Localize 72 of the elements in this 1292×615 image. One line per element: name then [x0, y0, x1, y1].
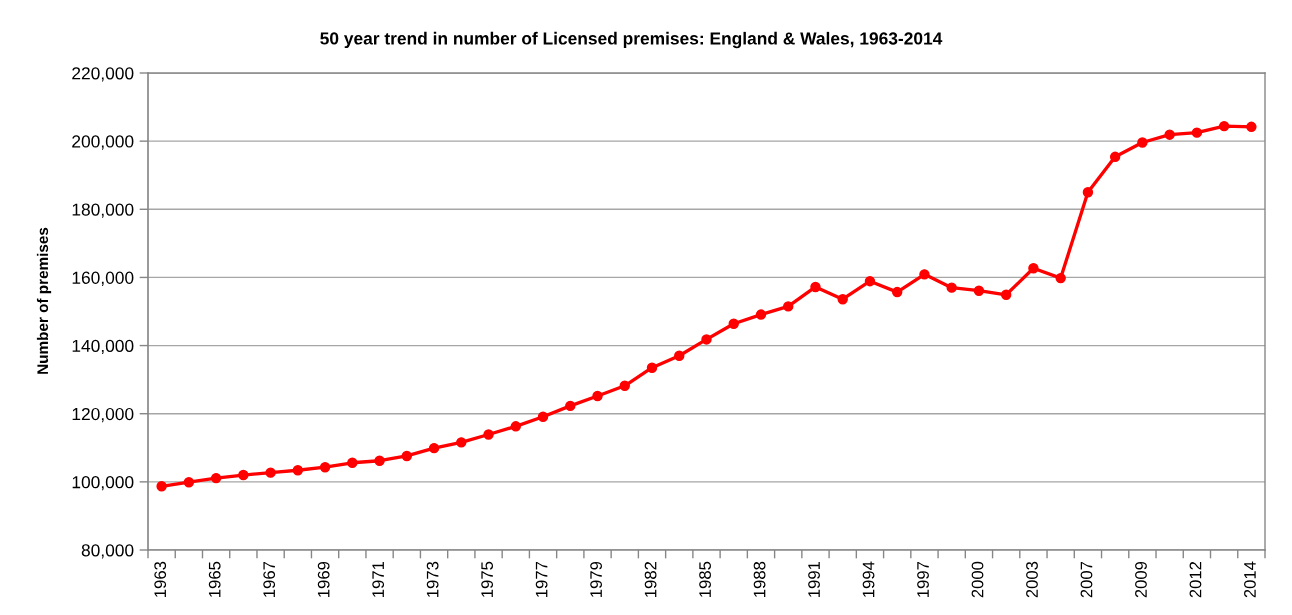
x-tick-label: 1979	[590, 561, 602, 597]
point	[891, 286, 903, 298]
x-tick-label: 1973	[426, 561, 439, 597]
y-tick-label: 120,000	[72, 407, 134, 423]
point	[674, 350, 685, 362]
point	[238, 469, 249, 481]
x-tick-label: 1977	[535, 561, 548, 597]
point	[347, 457, 358, 468]
x-tick-label: 2007	[1080, 561, 1093, 598]
point	[946, 282, 957, 293]
point	[265, 467, 276, 478]
x-tick-label: 1969	[317, 561, 330, 597]
y-axis-title: Number of premises	[36, 227, 52, 374]
x-tick-label: 1994	[862, 561, 875, 597]
point	[728, 318, 739, 329]
x-tick-label: 1985	[699, 561, 711, 597]
y-tick-label: 180,000	[72, 203, 134, 218]
x-tick-label: 1963	[154, 561, 167, 597]
point	[619, 380, 630, 391]
y-tick-label: 220,000	[72, 67, 134, 82]
chart-title: 50 year trend in number of Licensed premises: England & Wales, 1963-2014	[320, 31, 943, 49]
point	[401, 450, 413, 462]
point	[210, 472, 222, 484]
x-tick-label: 2009	[1135, 561, 1147, 598]
x-tick-label: 2003	[1026, 561, 1038, 598]
point	[1028, 263, 1039, 274]
x-tick-label: 2014	[1244, 561, 1256, 598]
point	[755, 309, 767, 320]
x-tick-label: 1991	[808, 561, 820, 597]
y-tick-label: 80,000	[81, 544, 134, 559]
point	[837, 294, 848, 305]
x-tick-label: 1967	[263, 561, 276, 597]
point	[374, 455, 385, 466]
point	[1191, 127, 1203, 138]
x-tick-label: 2000	[971, 561, 984, 598]
point	[537, 411, 549, 422]
point	[1055, 272, 1066, 284]
point	[592, 390, 603, 402]
point	[510, 421, 522, 432]
y-tick-label: 140,000	[72, 339, 134, 355]
point	[1000, 289, 1012, 301]
x-tick-label: 1988	[753, 561, 766, 597]
x-tick-label: 1982	[644, 561, 657, 597]
point	[1246, 121, 1257, 133]
point	[973, 285, 985, 296]
y-tick-label: 100,000	[72, 476, 134, 491]
x-tick-label: 2012	[1189, 561, 1202, 598]
point	[810, 281, 821, 293]
point	[783, 301, 794, 312]
point	[1137, 137, 1148, 148]
point	[456, 437, 467, 448]
x-tick-label: 1971	[372, 561, 385, 597]
point	[428, 442, 440, 454]
point	[701, 334, 712, 345]
point	[864, 275, 876, 287]
y-tick-label: 160,000	[72, 271, 134, 286]
point	[1164, 129, 1175, 140]
x-tick-label: 1975	[481, 561, 494, 597]
point	[1082, 187, 1094, 198]
point	[1218, 120, 1230, 132]
point	[919, 269, 930, 280]
point	[483, 429, 494, 440]
x-tick-label: 1965	[208, 561, 221, 597]
point	[319, 461, 331, 473]
point	[156, 481, 167, 492]
point	[292, 465, 304, 476]
point	[1109, 151, 1121, 163]
y-tick-label: 200,000	[72, 135, 134, 150]
point	[183, 476, 195, 488]
point	[646, 362, 658, 373]
x-tick-label: 1997	[917, 561, 929, 597]
point	[565, 400, 576, 412]
